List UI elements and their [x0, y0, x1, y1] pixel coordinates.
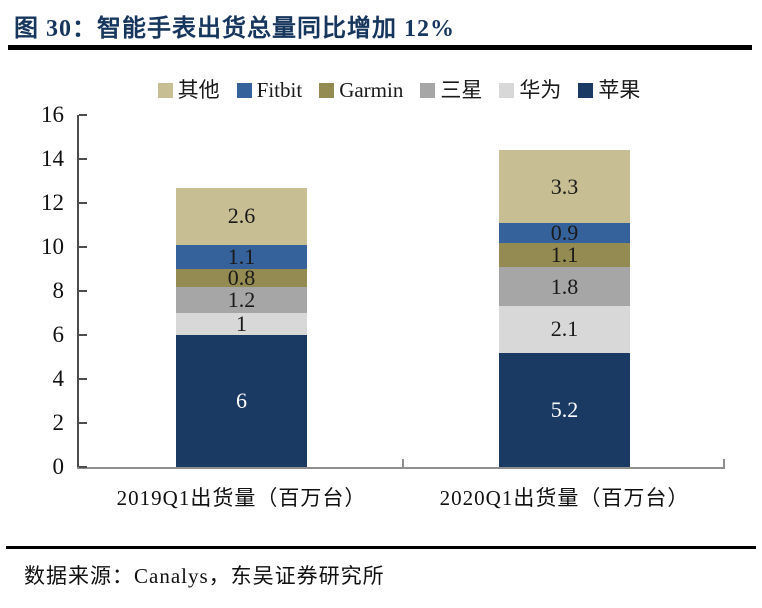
legend-label: Garmin [339, 78, 404, 102]
segment-value-label: 3.3 [550, 173, 579, 199]
stacked-bar: 3.3 0.9 1.1 1.8 2.1 5.2 [499, 150, 630, 467]
segment-value-label: 0.9 [550, 219, 579, 245]
bar-segment: 0.8 [176, 264, 307, 290]
x-axis-tick [402, 459, 404, 467]
legend-label: 三星 [440, 78, 483, 102]
x-category-label: 2019Q1出货量（百万台） [116, 486, 367, 510]
segment-value-label: 1.8 [550, 273, 579, 299]
legend-item: Fitbit [236, 78, 303, 102]
data-source: 数据来源：Canalys，东吴证券研究所 [24, 564, 385, 588]
y-axis-tick [79, 334, 87, 336]
y-axis-tick-label: 6 [52, 322, 65, 347]
y-axis-tick [79, 114, 87, 116]
bar-segment: 0.9 [499, 219, 630, 245]
y-axis-tick-label: 12 [41, 190, 64, 215]
segment-value-label: 1.2 [227, 286, 256, 312]
y-axis-tick [79, 158, 87, 160]
bar-segment: 5.2 [499, 352, 630, 467]
bar-segment: 1.1 [499, 241, 630, 267]
y-axis-tick [79, 466, 87, 468]
legend-label: 华为 [519, 78, 562, 102]
segment-value-label: 0.8 [227, 264, 256, 290]
y-axis-tick [79, 290, 87, 292]
segment-value-label: 2.6 [227, 203, 256, 229]
legend-item: 苹果 [578, 80, 640, 101]
y-axis-tick-label: 16 [41, 102, 64, 127]
bar-segment: 2.6 [176, 187, 307, 245]
bar-segment: 6 [176, 334, 307, 467]
segment-value-label: 5.2 [550, 396, 579, 422]
legend-label: 苹果 [598, 78, 641, 102]
y-axis-tick [79, 202, 87, 204]
legend-swatch-icon [319, 83, 335, 98]
legend-item: 华为 [499, 80, 561, 101]
segment-value-label: 1 [236, 310, 247, 336]
y-axis-tick [79, 246, 87, 248]
legend-item: 三星 [420, 80, 482, 101]
x-axis-line [77, 467, 725, 469]
segment-value-label: 1.1 [227, 243, 256, 269]
y-axis-tick-label: 8 [52, 278, 65, 303]
bar-segment: 2.1 [499, 306, 630, 353]
y-axis-tick-label: 10 [41, 234, 64, 259]
y-axis-tick-label: 0 [52, 454, 65, 479]
segment-value-label: 1.1 [550, 241, 579, 267]
source-divider [6, 546, 756, 549]
y-axis-tick-label: 14 [41, 146, 64, 171]
bar-segment: 3.3 [499, 150, 630, 223]
bar-segment: 1 [176, 310, 307, 336]
legend-swatch-icon [578, 83, 594, 98]
x-axis-tick [723, 459, 725, 467]
y-axis-tick [79, 378, 87, 380]
y-axis-tick-label: 4 [52, 366, 65, 391]
bar-segment: 1.1 [176, 243, 307, 269]
legend-item: Garmin [319, 80, 403, 101]
legend-swatch-icon [236, 83, 252, 98]
plot-area: 0 2 4 6 8 10 12 14 16 2.6 1.1 0.8 1.2 1 6 2019Q1出货量（百万台… [41, 102, 725, 510]
stacked-bar: 2.6 1.1 0.8 1.2 1 6 [176, 187, 307, 467]
legend-swatch-icon [157, 83, 173, 98]
legend-swatch-icon [499, 83, 515, 98]
segment-value-label: 2.1 [550, 316, 579, 342]
segment-value-label: 6 [236, 387, 247, 413]
bar-segment: 1.8 [499, 266, 630, 307]
legend-label: Fitbit [256, 78, 303, 102]
figure-title: 图 30：智能手表出货总量同比增加 12% [14, 16, 455, 42]
x-category-label: 2020Q1出货量（百万台） [439, 486, 690, 510]
bar-segment: 1.2 [176, 286, 307, 313]
chart-legend: 其他 Fitbit Garmin 三星 华为 苹果 [75, 80, 723, 101]
y-axis-tick [79, 422, 87, 424]
legend-item: 其他 [157, 78, 220, 102]
legend-swatch-icon [420, 83, 436, 98]
legend-label: 其他 [177, 78, 220, 102]
title-divider [8, 45, 752, 50]
y-axis-tick-label: 2 [52, 410, 65, 435]
